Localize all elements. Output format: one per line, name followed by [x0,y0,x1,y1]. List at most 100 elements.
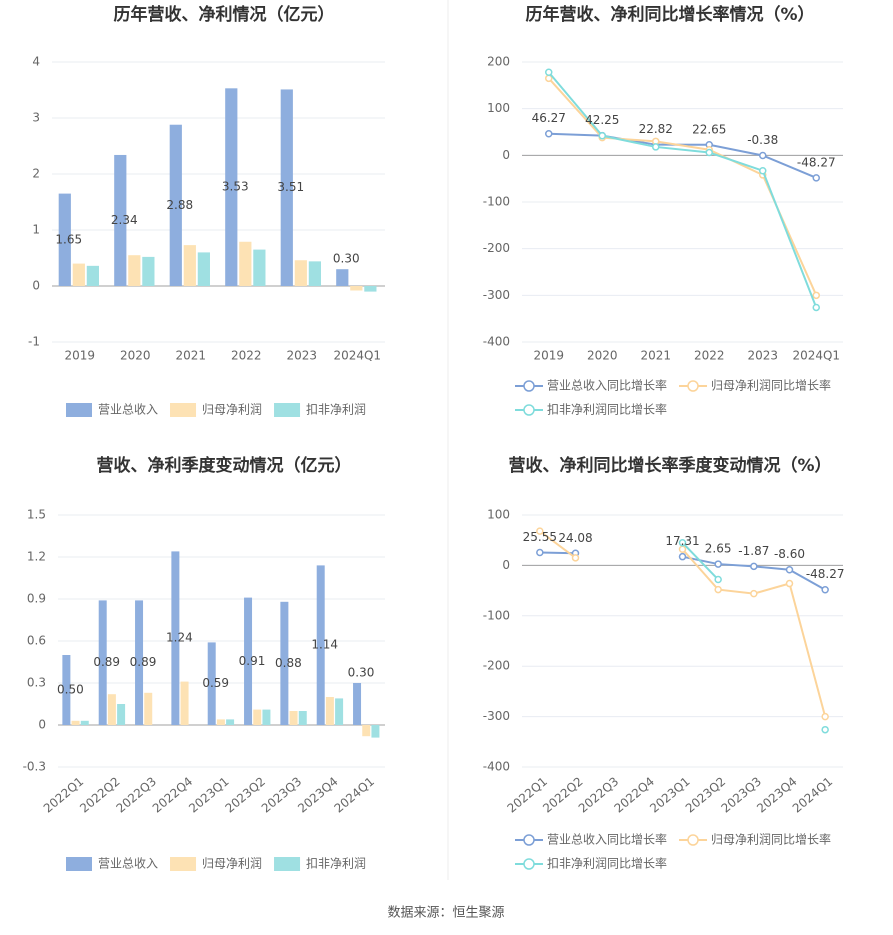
point [714,560,722,568]
point [821,585,829,594]
bar [98,600,107,725]
value-label: 1.65 [55,232,82,246]
point [536,527,544,535]
point [571,554,580,562]
legend-swatch [66,857,92,871]
value-label: 0.30 [333,252,360,266]
legend-label: 营业总收入同比增长率 [547,832,667,847]
line [539,530,577,559]
legend-marker [687,380,699,392]
bar [225,88,238,286]
legend-label: 扣非净利润 [306,403,366,417]
line [547,71,818,308]
x-tick-label: 2022 [694,349,725,363]
point [750,562,758,571]
bar [86,265,99,286]
x-tick-label: 2024Q1 [792,349,840,363]
legend-marker [523,380,535,392]
bar [325,697,334,725]
legend-marker [523,858,535,870]
point [678,538,687,547]
value-label: 17.31 [665,534,699,548]
y-tick-label: 4 [32,55,40,69]
point [705,148,713,157]
value-label: 2.65 [705,542,732,556]
y-tick-label: 3 [32,111,40,125]
y-tick-label: -1 [28,335,40,349]
point [759,151,767,160]
point [759,166,767,175]
legend-swatch [170,857,197,871]
bar [226,719,235,725]
y-tick-label: 0 [32,279,40,293]
bar [80,720,89,725]
line [681,548,827,717]
point [652,143,660,151]
y-tick-label: 1.2 [27,550,46,564]
x-tick-label: 2022Q2 [77,774,122,815]
chart-title: 营收、净利同比增长率季度变动情况（%） [508,455,831,476]
bar [128,255,141,286]
value-label: 3.53 [222,180,249,194]
x-tick-label: 2022Q3 [114,774,159,815]
y-tick-label: 0 [502,558,510,572]
y-tick-label: 0 [38,718,46,732]
x-tick-label: 2022 [231,349,262,363]
bar [72,263,85,286]
x-tick-label: 2020 [120,349,151,363]
value-label: -8.60 [774,547,805,561]
legend-label: 归母净利润 [202,403,262,417]
bar [289,711,298,725]
value-label: -1.87 [738,544,769,558]
value-label: -0.38 [747,133,778,147]
line [548,77,818,296]
value-label: 0.89 [93,655,120,669]
y-tick-label: -100 [483,608,510,622]
x-tick-label: 2023Q2 [223,774,268,815]
value-label: 25.55 [523,530,557,544]
bar [294,260,307,286]
chart-title: 历年营收、净利同比增长率情况（%） [525,4,814,25]
y-tick-label: -100 [483,195,510,209]
point [821,712,829,721]
y-tick-label: 1.5 [27,508,46,522]
point [714,585,722,594]
y-tick-label: -200 [483,241,510,255]
chart-title: 营收、净利季度变动情况（亿元） [97,455,352,476]
x-tick-label: 2019 [64,349,95,363]
legend-label: 营业总收入 [98,403,158,417]
bar [216,719,225,725]
bar [142,256,155,286]
bar [169,124,182,286]
x-tick-label: 2023Q1 [186,774,231,815]
value-label: 0.89 [130,655,157,669]
legend-label: 归母净利润同比增长率 [711,378,831,393]
y-tick-label: 200 [487,55,510,69]
bar [262,709,271,725]
value-label: 0.91 [239,654,266,668]
value-label: 46.27 [532,111,566,125]
y-tick-label: 100 [487,101,510,115]
bar [58,193,71,286]
bar [280,601,289,725]
y-tick-label: 100 [487,508,510,522]
x-tick-label: 2023Q3 [259,774,304,815]
bar [298,711,307,725]
point [812,291,820,300]
y-tick-label: 0.3 [27,676,46,690]
point [812,174,820,182]
bar [117,704,126,725]
value-label: -48.27 [797,155,836,169]
bar [280,89,293,286]
source: 数据来源：恒生聚源 [387,906,504,921]
x-tick-label: 2024Q1 [333,349,381,363]
x-tick-label: 2023Q4 [295,774,340,815]
legend-swatch [274,857,301,871]
bar [371,725,380,738]
legend-label: 归母净利润同比增长率 [711,832,831,847]
legend-label: 归母净利润 [202,857,262,871]
x-tick-label: 2020 [587,349,618,363]
bar [71,720,80,725]
y-tick-label: 0.9 [27,592,46,606]
